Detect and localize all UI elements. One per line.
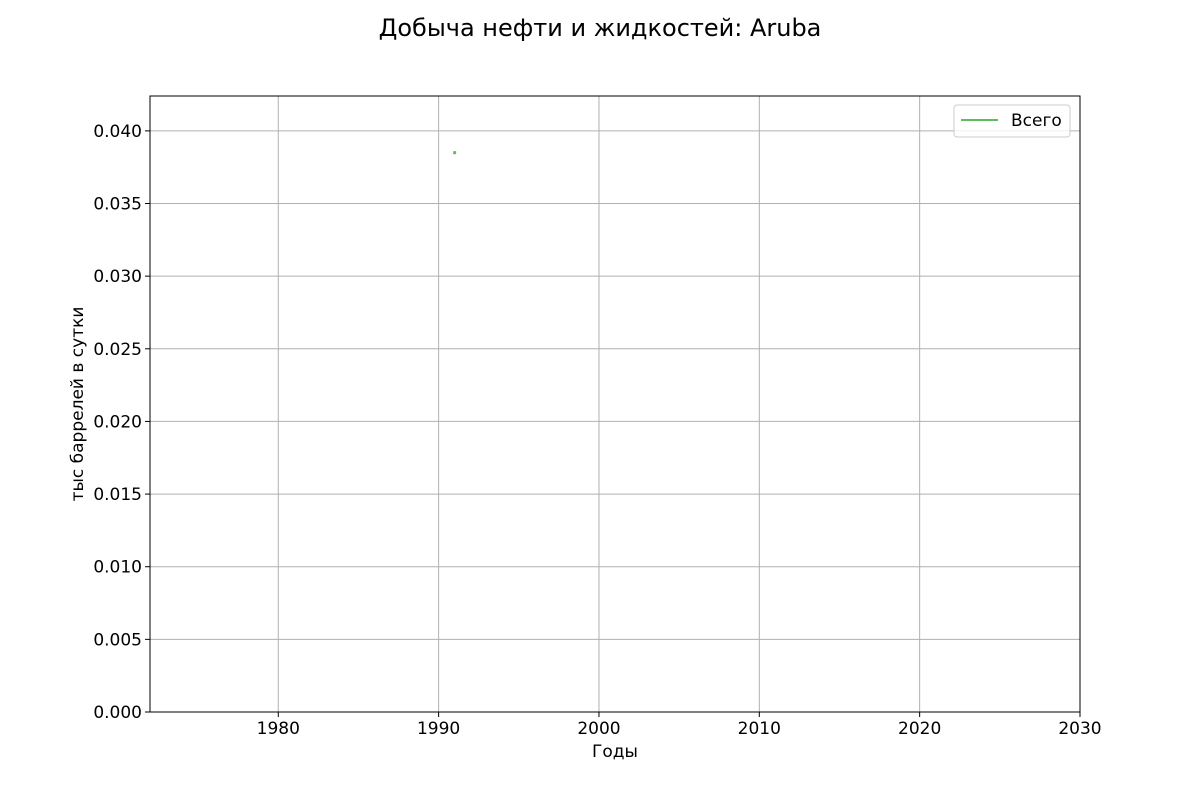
grid [150,96,1081,713]
x-axis-label: Годы [592,742,638,762]
series-layer [453,151,457,155]
y-axis-label: тыс баррелей в сутки [68,307,88,502]
x-tick-label: 2020 [898,719,941,739]
x-tick-label: 2030 [1058,719,1101,739]
x-tick-label: 1980 [257,719,300,739]
x-tick-label: 2000 [577,719,620,739]
legend: Всего [953,104,1071,138]
x-tick-label: 1990 [417,719,460,739]
plot-area [149,95,1081,713]
legend-box [953,104,1071,138]
y-axis: 0.000 0.005 0.010 0.015 0.020 0.025 0.030 0.035… [93,122,150,723]
y-tick-label: 0.020 [93,412,142,432]
data-point [453,151,457,155]
y-tick-label: 0.010 [93,558,142,578]
chart-title: Добыча нефти и жидкостей: Aruba [379,14,822,42]
y-tick-label: 0.035 [93,195,142,215]
y-tick-label: 0.030 [93,267,142,287]
legend-label-total: Всего [1011,111,1062,131]
y-tick-label: 0.025 [93,340,142,360]
y-tick-label: 0.040 [93,122,142,142]
x-tick-label: 2010 [738,719,781,739]
y-tick-label: 0.015 [93,485,142,505]
y-tick-label: 0.000 [93,703,142,723]
x-axis: 1980 1990 2000 2010 2020 2030 [257,712,1102,739]
y-tick-label: 0.005 [93,630,142,650]
